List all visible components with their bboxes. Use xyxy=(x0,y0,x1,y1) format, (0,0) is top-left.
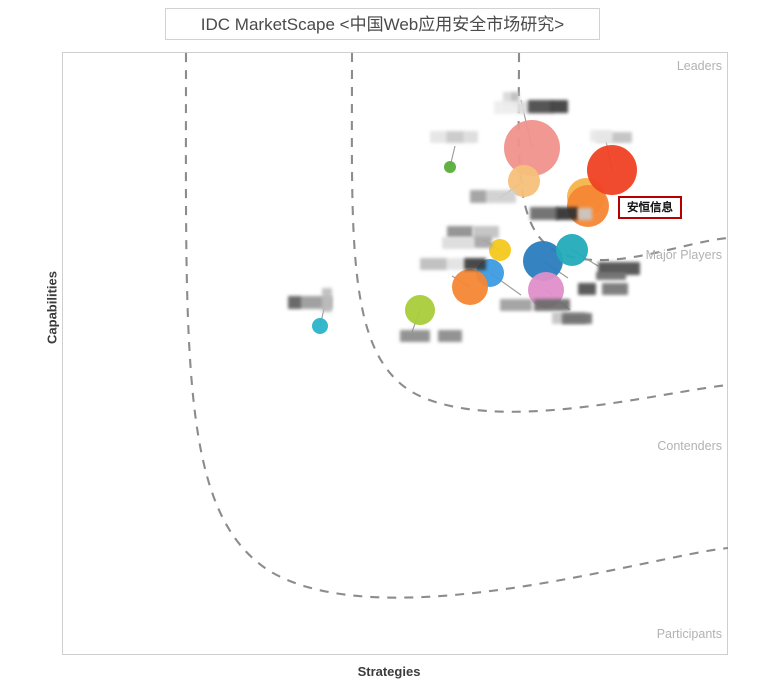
vendor-label-redacted xyxy=(578,208,592,220)
vendor-label-redacted xyxy=(438,330,462,342)
vendor-label-redacted xyxy=(447,226,473,238)
highlighted-vendor-label[interactable]: 安恒信息 xyxy=(618,196,682,219)
quadrant-label-major-players: Major Players xyxy=(645,248,722,262)
vendor-label-redacted xyxy=(400,330,430,342)
vendor-label-redacted xyxy=(562,313,592,324)
x-axis-label: Strategies xyxy=(357,664,421,679)
vendor-label-redacted xyxy=(288,296,332,309)
quadrant-label-participants: Participants xyxy=(656,627,722,641)
vendor-label-redacted xyxy=(556,207,578,220)
y-axis-label: Capabilities xyxy=(44,271,60,344)
page-title: IDC MarketScape <中国Web应用安全市场研究> xyxy=(165,8,600,40)
vendor-label-redacted xyxy=(596,272,626,280)
quadrant-label-contenders: Contenders xyxy=(657,439,722,453)
vendor-label-redacted xyxy=(430,131,478,143)
vendor-label-redacted xyxy=(442,237,474,249)
vendor-label-redacted xyxy=(598,262,640,275)
vendor-label-redacted xyxy=(534,299,570,311)
vendor-label-redacted xyxy=(420,258,464,270)
vendor-label-redacted xyxy=(464,258,486,270)
quadrant-label-leaders: Leaders xyxy=(676,59,722,73)
vendor-label-redacted xyxy=(473,226,499,238)
vendor-label-redacted xyxy=(470,190,516,203)
vendor-label-redacted xyxy=(500,299,532,311)
vendor-label-redacted xyxy=(578,283,596,295)
vendor-label-redacted xyxy=(596,132,632,143)
vendor-label-redacted xyxy=(528,100,568,113)
vendor-label-redacted xyxy=(322,288,332,312)
vendor-label-redacted xyxy=(474,236,492,248)
vendor-label-redacted xyxy=(530,207,558,220)
vendor-label-redacted xyxy=(602,283,628,295)
vendor-label-redacted xyxy=(590,130,612,142)
